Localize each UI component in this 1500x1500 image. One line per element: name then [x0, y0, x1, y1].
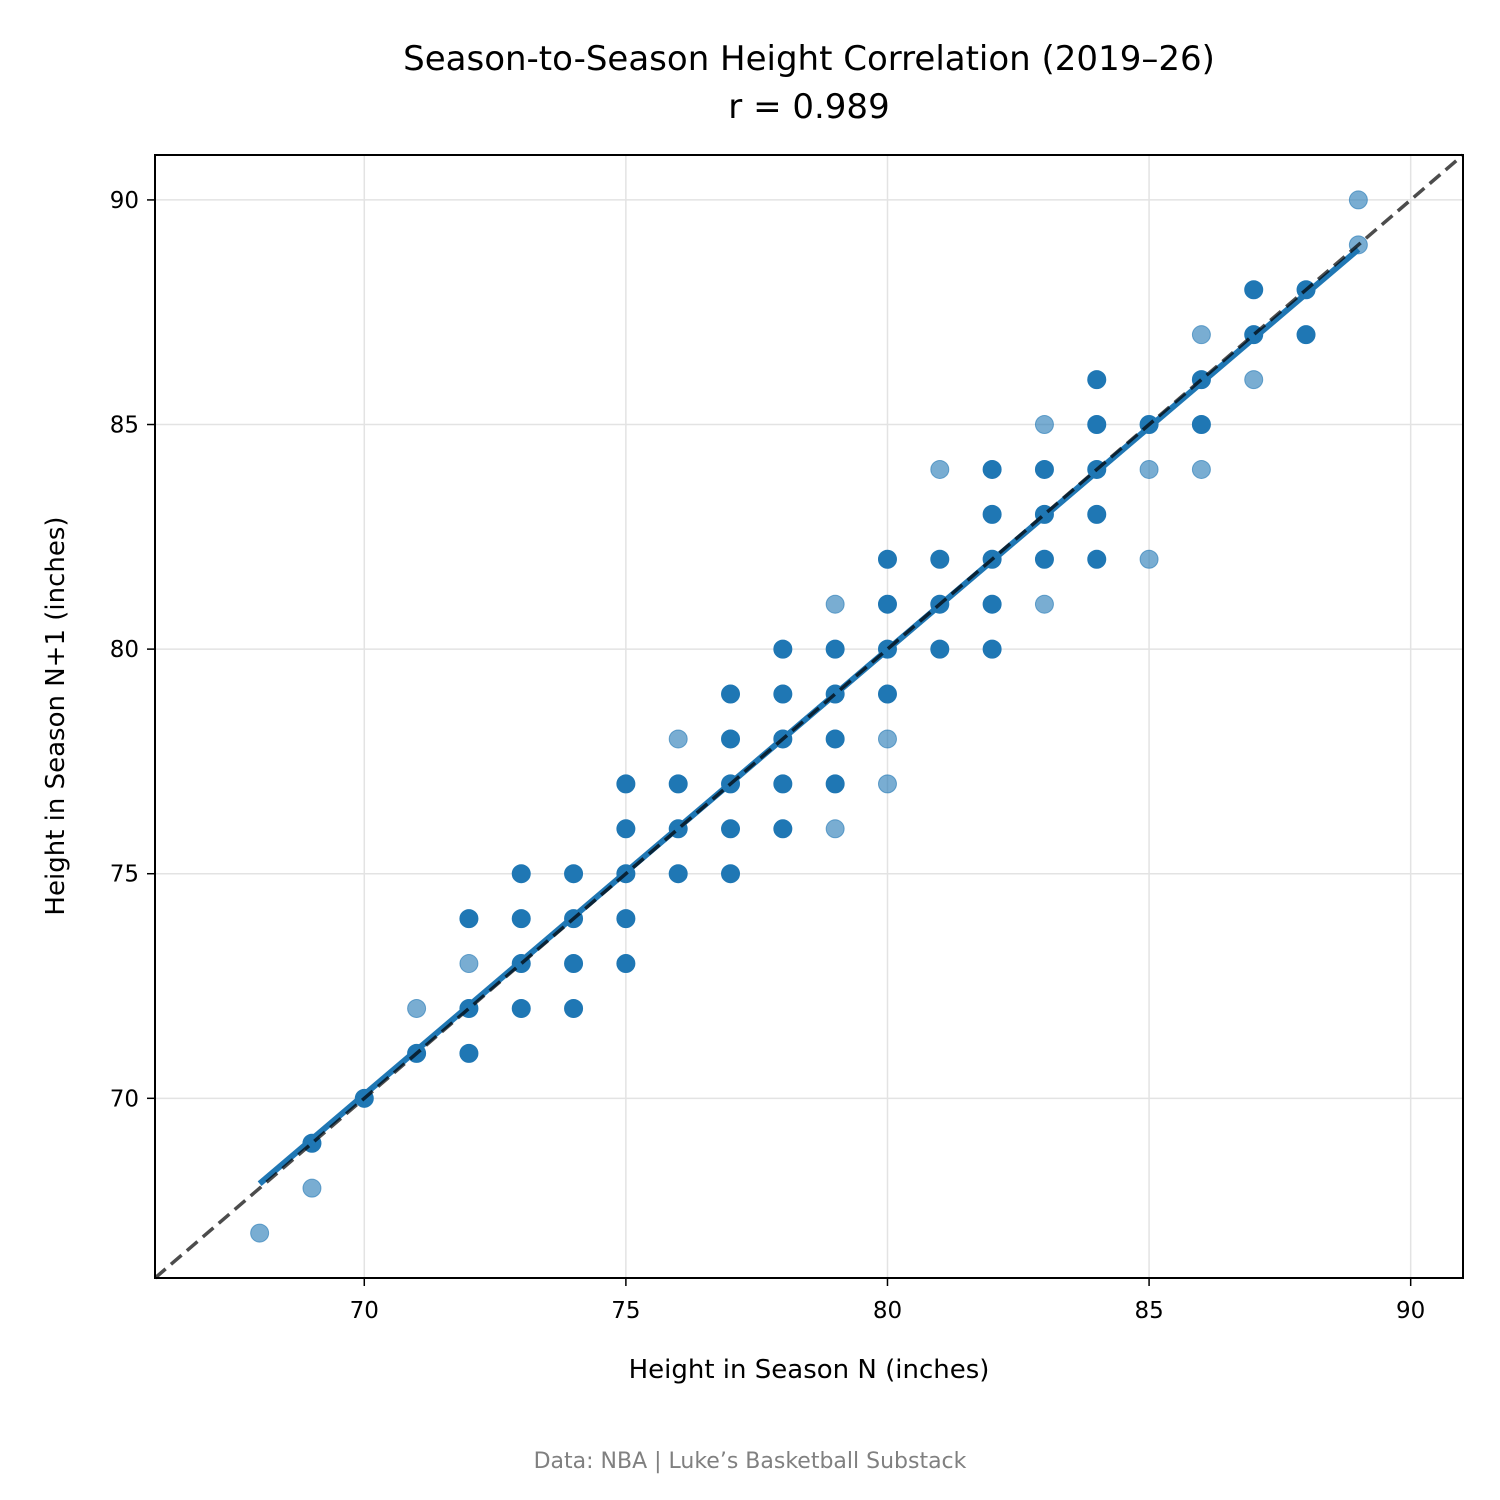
data-point	[825, 729, 845, 749]
data-point	[511, 909, 531, 929]
data-point	[773, 819, 793, 839]
data-point	[1034, 415, 1054, 435]
data-point	[982, 594, 1002, 614]
data-point	[459, 909, 479, 929]
y-tick-label: 80	[110, 637, 139, 663]
data-points	[250, 190, 1368, 1243]
data-point	[825, 639, 845, 659]
x-tick-label: 90	[1396, 1298, 1425, 1324]
data-point	[564, 954, 584, 974]
data-point	[564, 864, 584, 884]
x-tick-label: 80	[873, 1298, 902, 1324]
data-point	[1296, 325, 1316, 345]
data-point	[877, 684, 897, 704]
data-point	[668, 729, 688, 749]
y-tick-label: 70	[110, 1086, 139, 1112]
data-point	[1139, 549, 1159, 569]
data-point	[721, 864, 741, 884]
x-tick-label: 70	[350, 1298, 379, 1324]
data-point	[1087, 415, 1107, 435]
data-point	[721, 819, 741, 839]
data-point	[773, 639, 793, 659]
data-point	[877, 594, 897, 614]
data-point	[825, 774, 845, 794]
data-point	[1191, 415, 1211, 435]
trend-lines	[153, 153, 1465, 1280]
data-point	[1244, 370, 1264, 390]
data-point	[825, 819, 845, 839]
data-point	[1034, 549, 1054, 569]
y-axis-label: Height in Season N+1 (inches)	[41, 516, 71, 915]
data-point	[930, 639, 950, 659]
data-point	[616, 819, 636, 839]
y-tick-label: 85	[110, 413, 139, 439]
data-point	[773, 774, 793, 794]
identity-line	[153, 153, 1465, 1280]
data-point	[1087, 504, 1107, 524]
data-point	[930, 549, 950, 569]
chart-title: Season-to-Season Height Correlation (201…	[403, 39, 1215, 79]
data-point	[407, 998, 427, 1018]
data-point	[877, 549, 897, 569]
data-point	[721, 729, 741, 749]
data-point	[877, 729, 897, 749]
y-tick-label: 90	[110, 188, 139, 214]
data-point	[459, 954, 479, 974]
data-point	[1191, 459, 1211, 479]
data-point	[1139, 459, 1159, 479]
data-point	[616, 909, 636, 929]
data-point	[825, 594, 845, 614]
data-point	[564, 998, 584, 1018]
data-point	[877, 774, 897, 794]
data-point	[1087, 370, 1107, 390]
data-point	[616, 954, 636, 974]
data-point	[930, 459, 950, 479]
data-point	[1348, 190, 1368, 210]
axis-ticks: 70 75 80 85 90 70 75 80 85 90	[110, 188, 1426, 1324]
data-point	[982, 504, 1002, 524]
data-point	[773, 684, 793, 704]
x-tick-label: 85	[1134, 1298, 1163, 1324]
data-point	[721, 684, 741, 704]
data-point	[1087, 549, 1107, 569]
data-point	[982, 459, 1002, 479]
data-point	[459, 1043, 479, 1063]
data-point	[250, 1223, 270, 1243]
x-tick-label: 75	[611, 1298, 640, 1324]
x-axis-label: Height in Season N (inches)	[629, 1355, 990, 1385]
plot-frame	[154, 154, 1464, 1279]
data-point	[1034, 459, 1054, 479]
data-point	[982, 639, 1002, 659]
data-point	[668, 864, 688, 884]
data-point	[616, 774, 636, 794]
chart-subtitle: r = 0.989	[728, 87, 889, 127]
data-point	[511, 864, 531, 884]
data-point	[1191, 325, 1211, 345]
y-tick-label: 75	[110, 862, 139, 888]
data-point	[668, 774, 688, 794]
data-point	[302, 1178, 322, 1198]
data-point	[1244, 280, 1264, 300]
source-note: Data: NBA | Luke’s Basketball Substack	[534, 1449, 967, 1474]
data-point	[511, 998, 531, 1018]
data-point	[1034, 594, 1054, 614]
